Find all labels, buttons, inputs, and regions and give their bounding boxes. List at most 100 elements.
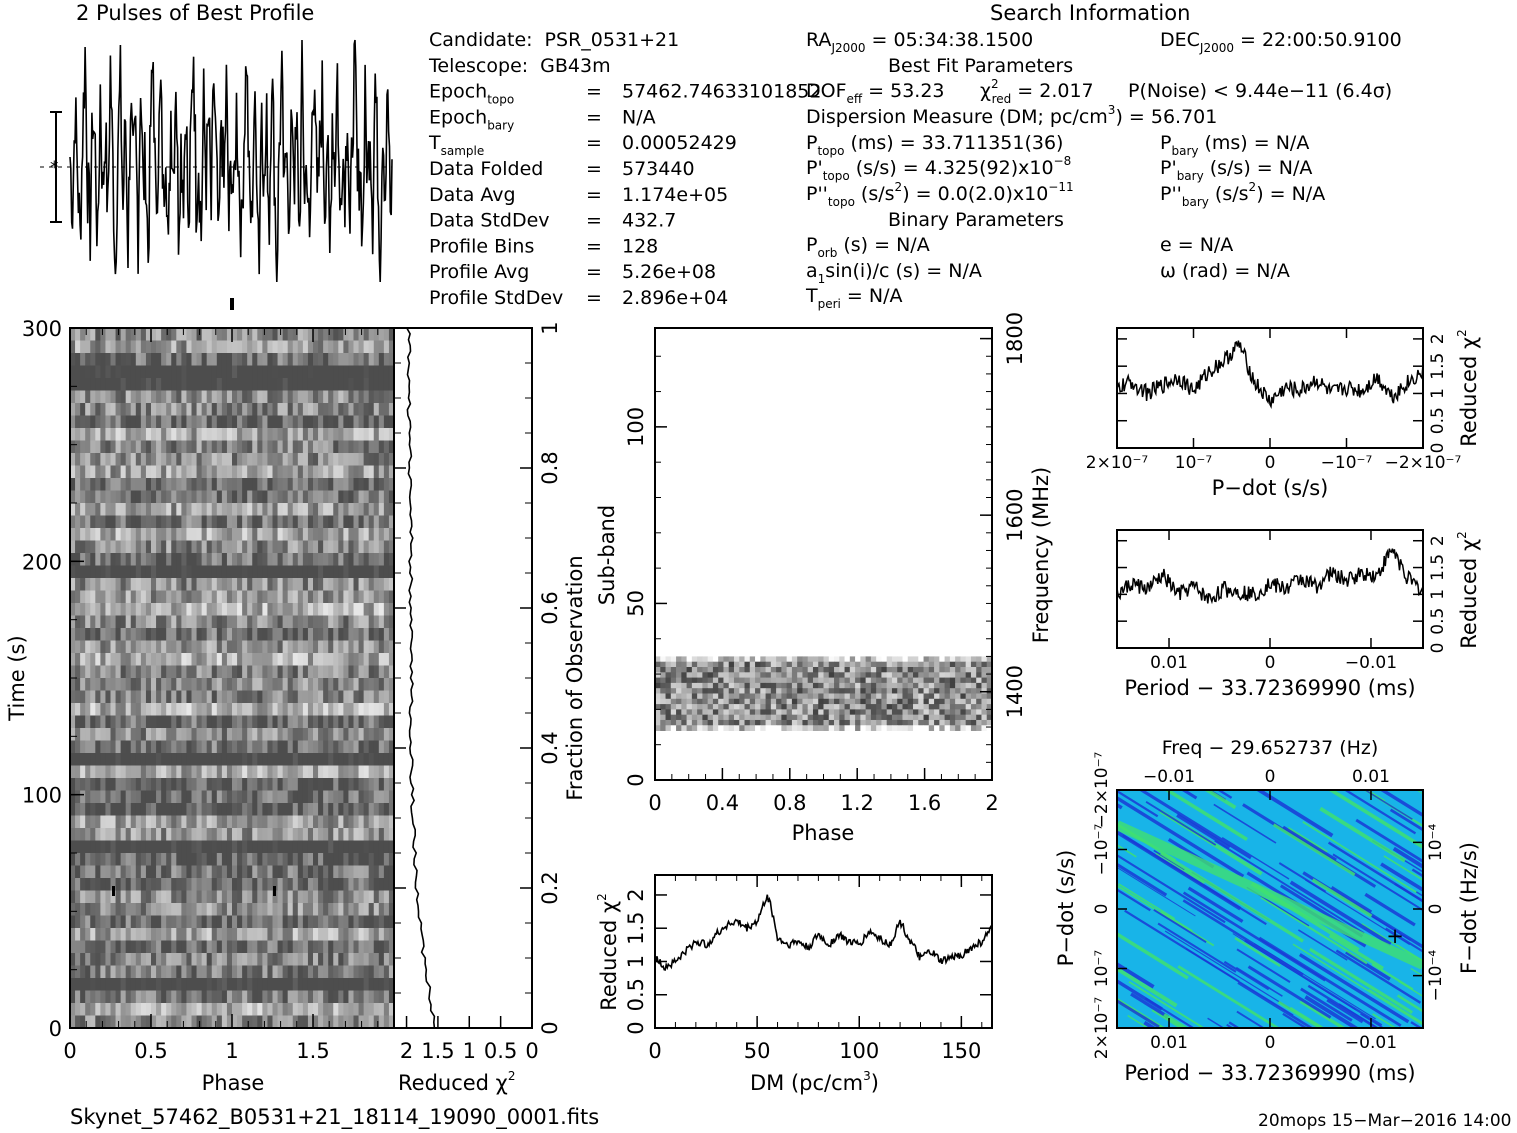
heatmap-cell	[313, 753, 319, 766]
heatmap-cell	[156, 778, 162, 791]
heatmap-cell	[744, 698, 751, 705]
heatmap-cell	[287, 828, 294, 841]
heatmap-cell	[881, 672, 888, 678]
heatmap-cell	[728, 725, 735, 731]
heatmap-cell	[277, 578, 284, 591]
heatmap-cell	[252, 640, 258, 654]
heatmap-cell	[232, 853, 238, 866]
heatmap-cell	[130, 690, 137, 704]
heatmap-cell	[333, 965, 339, 979]
heatmap-cell	[216, 878, 223, 891]
heatmap-cell	[191, 590, 197, 604]
heatmap-cell	[348, 740, 354, 754]
heatmap-cell	[186, 428, 192, 441]
heatmap-cell	[363, 903, 370, 916]
heatmap-cell	[125, 878, 132, 891]
heatmap-cell	[130, 590, 137, 604]
heatmap-cell	[95, 640, 101, 654]
heatmap-cell	[965, 714, 972, 721]
heatmap-cell	[242, 615, 248, 629]
heatmap-cell	[90, 440, 96, 454]
tp-x-tick: 0.5	[134, 1039, 167, 1063]
heatmap-cell	[287, 790, 294, 804]
heatmap-cell	[267, 353, 273, 366]
heatmap-cell	[818, 661, 824, 668]
heatmap-cell	[749, 725, 756, 731]
heatmap-cell	[191, 828, 197, 841]
heatmap-cell	[95, 878, 101, 891]
heatmap-cell	[166, 478, 172, 491]
heatmap-cell	[196, 415, 203, 429]
heatmap-cell	[328, 740, 334, 754]
heatmap-cell	[881, 709, 888, 716]
heatmap-cell	[166, 890, 172, 904]
heatmap-cell	[333, 853, 339, 866]
heatmap-cell	[770, 677, 777, 684]
heatmap-cell	[272, 540, 278, 554]
heatmap-cell	[328, 540, 334, 554]
heatmap-cell	[343, 540, 349, 554]
heatmap-cell	[196, 828, 203, 841]
heatmap-cell	[292, 978, 299, 991]
heatmap-cell	[388, 753, 395, 766]
heatmap-cell	[343, 940, 349, 954]
heatmap-cell	[196, 790, 203, 804]
heatmap-cell	[85, 353, 91, 366]
heatmap-cell	[363, 578, 370, 591]
heatmap-cell	[655, 719, 661, 726]
heatmap-cell	[110, 540, 116, 554]
pddtopo-value: (s/s	[861, 183, 895, 205]
heatmap-cell	[151, 865, 157, 879]
heatmap-cell	[897, 725, 903, 731]
heatmap-cell	[807, 719, 814, 726]
heatmap-cell	[368, 328, 375, 341]
heatmap-cell	[383, 928, 390, 941]
heatmap-cell	[302, 665, 309, 679]
heatmap-cell	[373, 403, 380, 416]
heatmap-cell	[292, 790, 299, 804]
heatmap-cell	[221, 878, 228, 891]
heatmap-cell	[90, 778, 96, 791]
heatmap-cell	[135, 915, 142, 929]
heatmap-cell	[333, 765, 339, 779]
heatmap-cell	[216, 553, 223, 566]
heatmap-cell	[765, 682, 772, 689]
heatmap-cell	[211, 528, 218, 541]
heatmap-cell	[333, 403, 339, 416]
heatmap-cell	[242, 790, 248, 804]
heatmap-cell	[287, 353, 294, 366]
heatmap-cell	[378, 490, 385, 504]
heatmap-cell	[110, 503, 116, 516]
heatmap-cell	[252, 453, 258, 466]
heatmap-cell	[353, 565, 359, 579]
heatmap-cell	[247, 1015, 253, 1029]
heatmap-cell	[140, 803, 147, 816]
heatmap-cell	[120, 840, 127, 854]
heatmap-cell	[818, 693, 824, 700]
heatmap-cell	[870, 667, 877, 673]
heatmap-cell	[368, 615, 375, 629]
heatmap-cell	[242, 478, 248, 491]
heatmap-cell	[226, 390, 233, 404]
pnoise-value: P(Noise) < 9.44e−11 (6.4σ)	[1128, 80, 1392, 102]
heatmap-cell	[257, 853, 263, 866]
heatmap-cell	[383, 490, 390, 504]
heatmap-cell	[373, 503, 380, 516]
heatmap-cell	[105, 890, 111, 904]
heatmap-cell	[221, 828, 228, 841]
heatmap-cell	[257, 878, 263, 891]
heatmap-cell	[242, 590, 248, 604]
heatmap-cell	[252, 915, 258, 929]
heatmap-cell	[378, 928, 385, 941]
heatmap-cell	[297, 753, 304, 766]
heatmap-cell	[115, 340, 122, 354]
heatmap-cell	[186, 590, 192, 604]
heatmap-cell	[186, 565, 192, 579]
heatmap-cell	[686, 667, 693, 673]
heatmap-cell	[655, 709, 661, 716]
pp-top-tick: 0	[1265, 767, 1276, 787]
heatmap-cell	[865, 656, 872, 663]
heatmap-cell	[85, 365, 91, 379]
heatmap-cell	[691, 714, 698, 721]
heatmap-cell	[383, 790, 390, 804]
